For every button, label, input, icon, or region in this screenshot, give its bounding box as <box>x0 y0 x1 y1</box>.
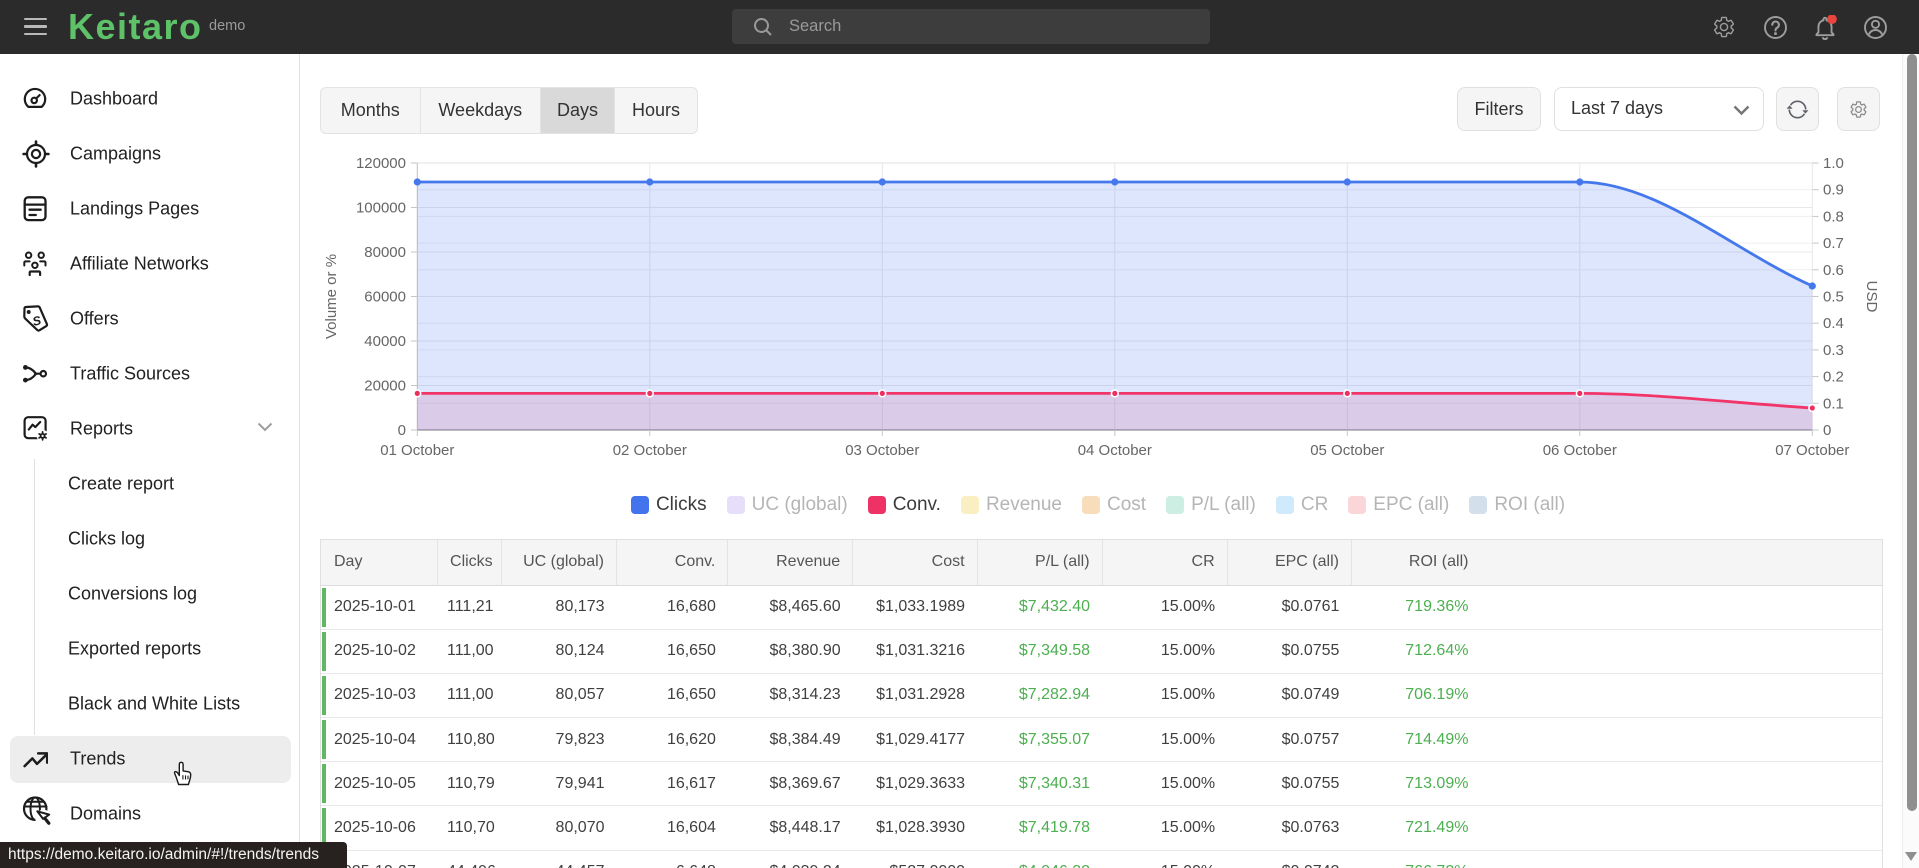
svg-text:Volume or %: Volume or % <box>323 254 340 339</box>
svg-text:80000: 80000 <box>364 244 406 261</box>
svg-text:0.4: 0.4 <box>1823 315 1844 332</box>
svg-text:0.1: 0.1 <box>1823 395 1844 412</box>
svg-text:06 October: 06 October <box>1543 442 1617 459</box>
svg-text:0.5: 0.5 <box>1823 289 1844 306</box>
svg-text:04 October: 04 October <box>1078 442 1152 459</box>
svg-text:S: S <box>31 313 43 329</box>
svg-text:40000: 40000 <box>364 333 406 350</box>
svg-text:01 October: 01 October <box>380 442 454 459</box>
svg-text:03 October: 03 October <box>845 442 919 459</box>
svg-text:02 October: 02 October <box>613 442 687 459</box>
svg-text:0: 0 <box>398 422 406 439</box>
svg-text:0.9: 0.9 <box>1823 182 1844 199</box>
svg-text:0.3: 0.3 <box>1823 342 1844 359</box>
svg-text:100000: 100000 <box>356 200 406 217</box>
svg-text:0.8: 0.8 <box>1823 208 1844 225</box>
svg-text:07 October: 07 October <box>1775 442 1849 459</box>
svg-text:0.2: 0.2 <box>1823 369 1844 386</box>
svg-text:120000: 120000 <box>356 155 406 172</box>
svg-text:05 October: 05 October <box>1310 442 1384 459</box>
svg-text:1.0: 1.0 <box>1823 155 1844 172</box>
svg-text:0: 0 <box>1823 422 1831 439</box>
svg-text:60000: 60000 <box>364 289 406 306</box>
svg-text:20000: 20000 <box>364 378 406 395</box>
svg-text:0.6: 0.6 <box>1823 262 1844 279</box>
svg-text:USD: USD <box>1863 281 1880 313</box>
svg-text:0.7: 0.7 <box>1823 235 1844 252</box>
